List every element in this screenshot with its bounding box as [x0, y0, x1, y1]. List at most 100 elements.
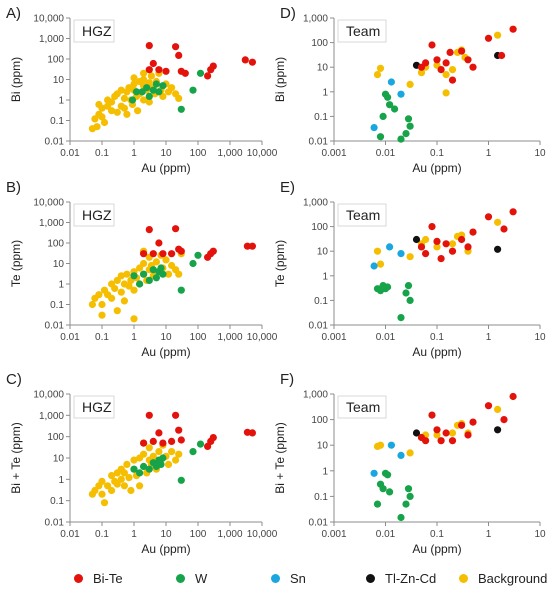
point-w: [189, 259, 197, 268]
point-bi-te: [177, 247, 185, 255]
point-bi-te: [464, 431, 472, 439]
y-tick-label: 10: [317, 63, 329, 74]
point-w: [404, 282, 413, 290]
point-bi-te: [175, 51, 183, 60]
point-background: [448, 66, 457, 74]
point-w: [177, 476, 185, 484]
x-tick-label: 1: [131, 332, 137, 343]
point-bi-te: [469, 228, 477, 236]
point-background: [123, 110, 131, 118]
point-bi-te: [464, 56, 472, 64]
x-tick-label: 1: [131, 529, 137, 540]
y-tick-label: 1: [322, 466, 328, 477]
x-tick-label: 10,000: [247, 332, 278, 343]
legend-label: Bi-Te: [93, 570, 123, 586]
y-tick-label: 10,000: [33, 14, 64, 25]
x-tick-label: 1,000: [217, 148, 242, 159]
point-bi-te: [446, 48, 454, 57]
point-w: [379, 485, 387, 493]
x-tick-label: 10,000: [247, 529, 278, 540]
point-background: [140, 450, 148, 458]
point-bi-te: [464, 243, 472, 251]
point-background: [108, 98, 116, 106]
point-w: [155, 88, 163, 96]
legend-label: Sn: [290, 570, 306, 586]
y-tick-label: 1,000: [39, 34, 64, 45]
point-bi-te: [145, 226, 153, 234]
point-bi-te: [448, 437, 457, 445]
point-bi-te: [428, 41, 436, 49]
point-bi-te: [241, 56, 249, 64]
point-background: [98, 477, 106, 485]
point-background: [95, 291, 103, 299]
y-tick-label: 0.01: [309, 137, 329, 148]
point-w: [159, 82, 167, 90]
y-tick-label: 1,000: [303, 390, 328, 401]
point-bi-te: [140, 439, 148, 447]
legend-marker: [176, 573, 185, 583]
point-background: [422, 235, 430, 244]
point-w: [128, 96, 137, 104]
point-sn: [370, 262, 378, 270]
panel-title: HGZ: [82, 399, 112, 415]
y-tick-label: 10: [317, 247, 329, 258]
point-background: [98, 300, 106, 309]
point-w: [386, 101, 394, 109]
y-tick-label: 10: [317, 441, 329, 452]
point-bi-te: [422, 250, 430, 258]
panel-title-box: Team: [337, 395, 387, 419]
y-tick-label: 1,000: [303, 198, 328, 209]
y-tick-label: 0.01: [45, 518, 65, 529]
point-w: [177, 105, 185, 113]
point-background: [448, 240, 457, 248]
point-w: [157, 460, 165, 468]
point-w: [145, 92, 153, 100]
panel-label: B): [6, 179, 21, 196]
legend-label: Tl-Zn-Cd: [385, 570, 437, 586]
panel-title-frame: [337, 395, 387, 419]
point-background: [98, 113, 106, 121]
point-bi-te: [458, 235, 466, 244]
point-w: [406, 296, 414, 304]
point-w: [145, 276, 153, 284]
point-background: [100, 118, 109, 127]
point-bi-te: [469, 63, 477, 71]
point-background: [145, 98, 153, 106]
point-bi-te: [458, 421, 466, 429]
x-tick-label: 0.001: [321, 332, 346, 343]
point-w: [149, 86, 157, 94]
point-bi-te: [168, 437, 176, 445]
point-background: [373, 71, 382, 79]
y-axis-title: Te (ppm): [273, 240, 287, 287]
x-tick-label: 1: [486, 529, 492, 540]
point-background: [120, 297, 128, 305]
x-tick-label: 0.1: [95, 332, 109, 343]
panel-title-box: HGZ: [73, 19, 115, 43]
point-background: [494, 218, 502, 226]
y-tick-label: 1,000: [303, 14, 328, 25]
point-background: [117, 288, 125, 296]
point-bi-te: [140, 250, 148, 258]
point-background: [140, 75, 148, 84]
chart-panel-c: C) 0.01 0.1 1 10 100 1,000 10,000 0.01 0.1 1 10 100 1…: [6, 371, 278, 556]
point-background: [130, 74, 138, 82]
y-axis-title: Bi (ppm): [273, 57, 287, 102]
point-background: [108, 294, 116, 302]
panel-title-box: HGZ: [73, 395, 115, 419]
point-w: [373, 500, 382, 508]
x-tick-label: 0.1: [95, 148, 109, 159]
point-background: [175, 270, 183, 278]
point-background: [93, 123, 101, 131]
point-background: [376, 260, 385, 268]
point-w: [177, 286, 185, 294]
x-tick-label: 1,000: [217, 529, 242, 540]
point-bi-te: [175, 426, 183, 434]
y-tick-label: 100: [47, 239, 64, 250]
point-bi-te: [204, 72, 212, 80]
y-axis-title: Bi (ppm): [9, 57, 23, 102]
point-background: [130, 286, 138, 294]
